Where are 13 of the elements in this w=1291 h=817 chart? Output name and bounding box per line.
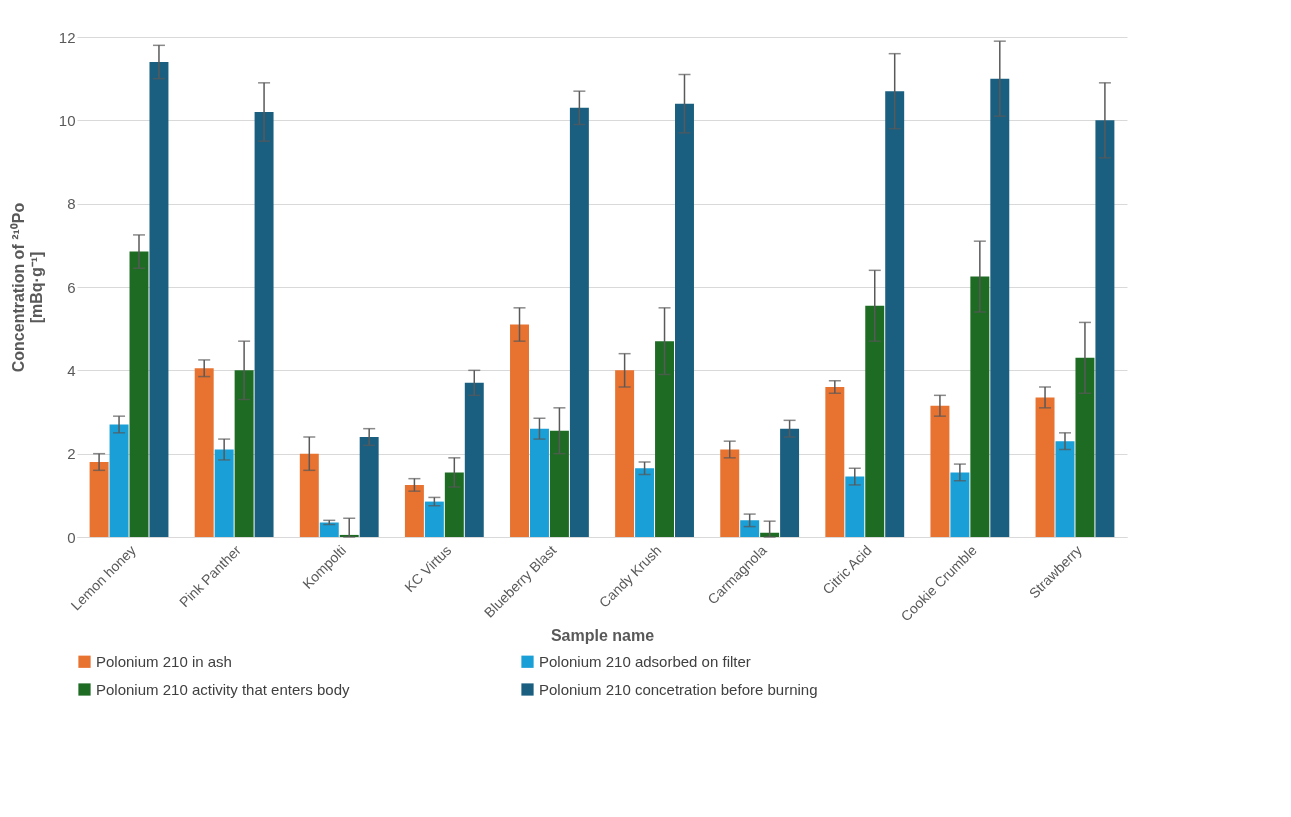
legend-label: Polonium 210 concetration before burning [539,680,818,698]
legend-label: Polonium 210 adsorbed on filter [539,652,751,670]
x-axis-title: Sample name [550,627,655,645]
legend-label: Polonium 210 activity that enters body [96,680,350,698]
y-tick-label: 12 [58,28,76,46]
legend-label: Polonium 210 in ash [96,652,232,670]
y-tick-label: 8 [67,195,76,213]
y-tick-label: 6 [67,278,76,296]
y-tick-label: 4 [67,361,76,379]
y-tick-label: 0 [67,528,76,546]
y-tick-label: 10 [58,111,76,129]
y-tick-label: 2 [67,445,76,463]
y-axis-title: Concentration of ²¹⁰Po [mBq·g⁻¹] [9,202,45,373]
